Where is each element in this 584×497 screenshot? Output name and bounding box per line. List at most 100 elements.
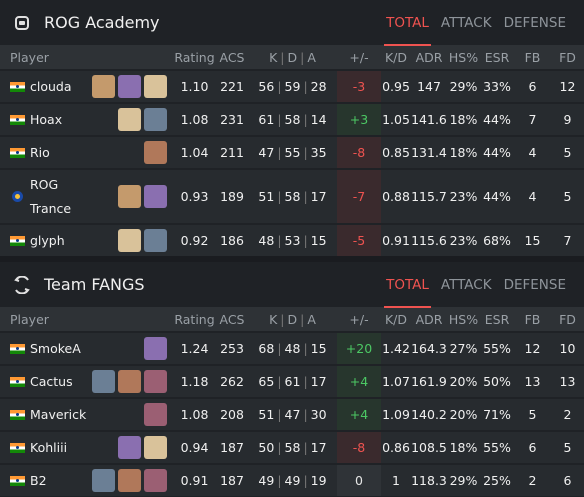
separator: | — [303, 473, 308, 488]
headshot-percent: 23% — [449, 233, 478, 248]
table-row: Kohliii 0.94 187 50 | 58 | 17 -8 0.86 108.5 18% 55% 6… — [0, 430, 584, 463]
agent-icon — [144, 436, 167, 459]
first-bloods: 2 — [528, 473, 537, 488]
agent-icons — [92, 370, 167, 393]
table-row: B2 0.91 187 49 | 49 | 19 0 1 118.3 29% 25% 2 6 — [0, 463, 584, 496]
rog-logo-icon — [0, 15, 44, 30]
deaths: 58 — [284, 112, 301, 127]
agent-icons — [92, 75, 167, 98]
india-flag-icon — [10, 343, 25, 354]
agent-icon — [144, 141, 167, 164]
separator: | — [277, 440, 282, 455]
tab-attack[interactable]: ATTACK — [440, 276, 492, 293]
stat-tabs: TOTAL ATTACK DEFENSE — [380, 0, 572, 46]
first-deaths: 6 — [563, 473, 572, 488]
kills: 51 — [258, 407, 275, 422]
agent-icon — [118, 229, 141, 252]
table-row: clouda 1.10 221 56 | 59 | 28 -3 0.95 147 29% 33% 6 12 — [0, 69, 584, 102]
team-header: ROG Academy TOTAL ATTACK DEFENSE — [0, 0, 584, 46]
plus-minus: 0 — [337, 465, 381, 496]
headshot-percent: 29% — [449, 473, 478, 488]
plus-minus: -3 — [337, 71, 381, 102]
agent-icon — [92, 75, 115, 98]
player-cell: Maverick — [0, 403, 173, 426]
player-name[interactable]: Maverick — [30, 407, 87, 422]
player-name[interactable]: Kohliii — [30, 440, 68, 455]
player-cell: Hoax — [0, 108, 173, 131]
player-cell: Rio — [0, 141, 173, 164]
adr: 131.4 — [411, 145, 447, 160]
team-name: ROG Academy — [44, 13, 160, 32]
headshot-percent: 18% — [449, 440, 478, 455]
player-cell: B2 — [0, 469, 173, 492]
first-deaths: 2 — [563, 407, 572, 422]
headshot-percent: 18% — [449, 145, 478, 160]
assists: 17 — [310, 189, 327, 204]
separator: | — [277, 79, 282, 94]
player-name[interactable]: clouda — [30, 79, 72, 94]
tab-total[interactable]: TOTAL — [380, 0, 435, 46]
kills: 56 — [258, 79, 275, 94]
kd-ratio: 0.91 — [382, 233, 410, 248]
tab-total[interactable]: TOTAL — [380, 262, 435, 308]
player-name[interactable]: glyph — [30, 233, 65, 248]
kd-ratio: 1.05 — [382, 112, 410, 127]
player-name[interactable]: B2 — [30, 473, 47, 488]
player-name[interactable]: Cactus — [30, 374, 73, 389]
separator: | — [277, 233, 282, 248]
india-flag-icon — [10, 81, 25, 92]
acs: 208 — [220, 407, 244, 422]
rating: 1.10 — [180, 79, 209, 94]
player-name[interactable]: SmokeA — [30, 341, 81, 356]
player-name[interactable]: ROG Trance — [30, 176, 72, 216]
team-header: Team FANGS TOTAL ATTACK DEFENSE — [0, 262, 584, 308]
kd-ratio: 0.88 — [382, 189, 410, 204]
separator: | — [277, 145, 282, 160]
esr: 55% — [483, 341, 511, 356]
assists: 30 — [310, 407, 327, 422]
table-row: SmokeA 1.24 253 68 | 48 | 15 +20 1.42 164.3 27% 55% 1… — [0, 331, 584, 364]
headshot-percent: 23% — [449, 189, 478, 204]
plus-minus: +3 — [337, 104, 381, 135]
assists: 19 — [310, 473, 327, 488]
first-deaths: 7 — [563, 233, 572, 248]
agent-icon — [118, 75, 141, 98]
first-deaths: 12 — [559, 79, 576, 94]
assists: 35 — [310, 145, 327, 160]
player-cell: Cactus — [0, 370, 173, 393]
esr: 55% — [483, 440, 511, 455]
asean-flag-icon — [12, 191, 23, 202]
esr: 68% — [483, 233, 511, 248]
player-cell: Kohliii — [0, 436, 173, 459]
first-bloods: 4 — [528, 145, 537, 160]
deaths: 59 — [284, 79, 301, 94]
player-cell: glyph — [0, 229, 173, 252]
tab-defense[interactable]: DEFENSE — [503, 276, 566, 293]
tab-defense[interactable]: DEFENSE — [503, 14, 566, 31]
column-esr: ESR — [484, 311, 510, 327]
table-row: Rio 1.04 211 47 | 55 | 35 -8 0.85 131.4 18% 44% 4 5 — [0, 135, 584, 168]
deaths: 48 — [284, 341, 301, 356]
india-flag-icon — [10, 376, 25, 387]
column-fb: FB — [524, 311, 541, 327]
column-fb: FB — [524, 49, 541, 65]
separator: | — [277, 112, 282, 127]
separator: | — [303, 440, 308, 455]
tab-attack[interactable]: ATTACK — [440, 14, 492, 31]
agent-icon — [92, 469, 115, 492]
column-player: Player — [10, 49, 49, 65]
esr: 44% — [483, 112, 511, 127]
rating: 0.91 — [180, 473, 209, 488]
rating: 0.94 — [180, 440, 209, 455]
separator: | — [277, 374, 282, 389]
player-name[interactable]: Hoax — [30, 112, 63, 127]
kda: 65 | 61 | 17 — [248, 374, 337, 389]
player-name[interactable]: Rio — [30, 145, 50, 160]
first-bloods: 7 — [528, 112, 537, 127]
table-row: Cactus 1.18 262 65 | 61 | 17 +4 1.07 161.9 20% 50% 13… — [0, 364, 584, 397]
adr: 164.3 — [411, 341, 447, 356]
panel-divider — [0, 256, 584, 262]
deaths: 47 — [284, 407, 301, 422]
rating: 1.18 — [180, 374, 209, 389]
first-deaths: 9 — [563, 112, 572, 127]
